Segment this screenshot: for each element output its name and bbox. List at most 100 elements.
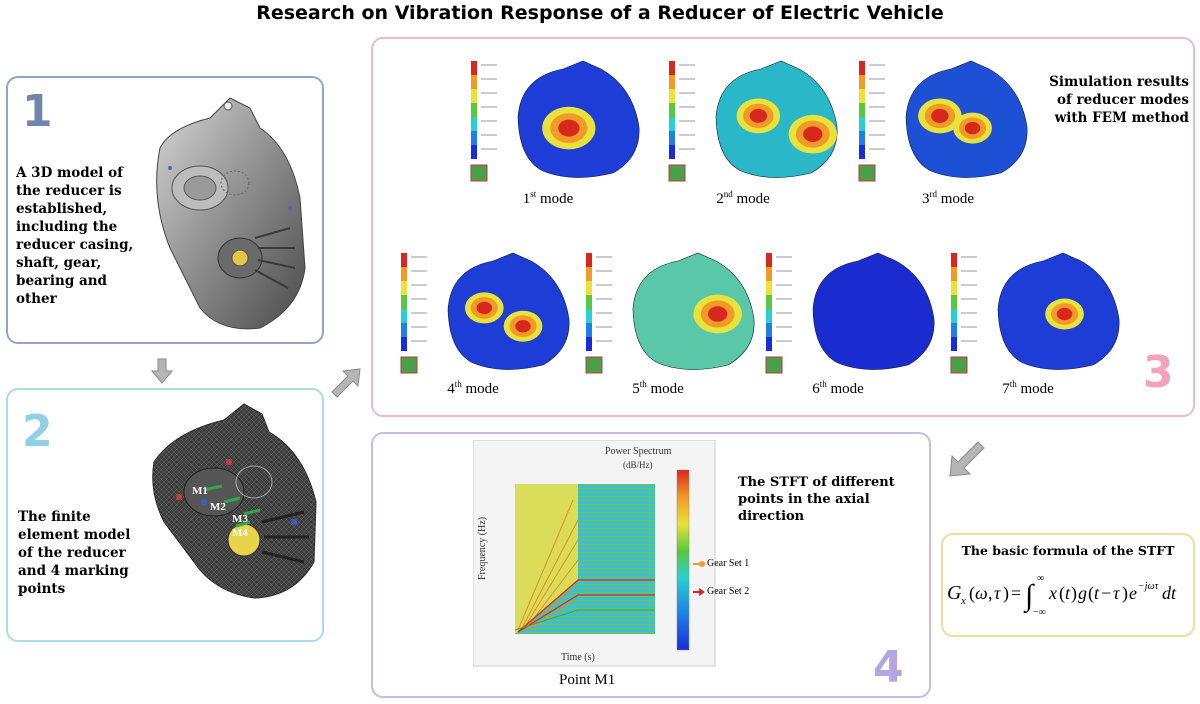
panel4-caption-line: direction	[738, 509, 805, 524]
deformation-hotspot	[515, 320, 531, 333]
legend-color-swatch	[859, 61, 865, 75]
svg-text:dt: dt	[1162, 583, 1177, 603]
casing-shape	[632, 252, 755, 370]
deformation-hotspot	[964, 121, 981, 135]
mode-ordinal-suffix: rd	[929, 189, 937, 199]
mode-ordinal-suffix: st	[530, 189, 537, 199]
panel3-caption: Simulation results of reducer modes with…	[1049, 73, 1189, 127]
panel2-line: element model	[18, 527, 131, 543]
svg-text:(: (	[1059, 583, 1065, 604]
svg-text:t: t	[1094, 583, 1100, 603]
axis-triad-icon	[858, 164, 876, 182]
mode-label: 2nd mode	[698, 189, 788, 208]
legend-color-swatch	[859, 103, 865, 117]
panel2-line: points	[18, 581, 66, 597]
legend-color-swatch	[586, 337, 592, 351]
svg-text:∫: ∫	[1023, 579, 1035, 614]
legend-color-swatch	[586, 295, 592, 309]
legend-color-swatch	[471, 131, 477, 145]
mode-shape-figure	[765, 252, 935, 374]
legend-color-swatch	[951, 309, 957, 323]
panel3-caption-line: with FEM method	[1054, 110, 1189, 126]
panel1-line: including the	[16, 219, 118, 235]
arrow-down-icon	[151, 358, 173, 384]
deformation-hotspot	[931, 108, 949, 123]
formula-title: The basic formula of the STFT	[961, 543, 1175, 558]
legend-color-swatch	[766, 267, 772, 281]
legend-color-swatch	[401, 253, 407, 267]
legend-color-swatch	[669, 103, 675, 117]
legend-color-swatch	[951, 323, 957, 337]
svg-text:): )	[1122, 583, 1128, 604]
mode-shape-figure	[668, 60, 838, 182]
panel4-caption-line: The STFT of different	[738, 475, 895, 490]
svg-text:t: t	[1065, 583, 1071, 603]
mode-word: mode	[936, 191, 975, 207]
panel-fem-model: 2 The finite element model of the reduce…	[6, 388, 324, 642]
svg-text:(: (	[1088, 583, 1094, 604]
svg-text:∞: ∞	[1037, 573, 1044, 584]
mode-number: 5	[632, 381, 640, 397]
step-number-2: 2	[22, 406, 53, 457]
svg-text:(: (	[969, 583, 975, 604]
arrow-down-left-icon	[949, 441, 985, 477]
deformation-hotspot	[1056, 307, 1073, 321]
mode-label: 1st mode	[503, 189, 593, 208]
svg-text:G: G	[947, 582, 962, 604]
panel1-line: shaft, gear,	[16, 255, 102, 271]
panel-stft: 4 The STFT of different points in the ax…	[371, 432, 931, 698]
step-number-3: 3	[1143, 347, 1174, 398]
reducer-3d-model-image	[156, 97, 306, 330]
legend-color-swatch	[859, 117, 865, 131]
mode-number: 4	[447, 381, 455, 397]
main-title: Research on Vibration Response of a Redu…	[256, 2, 944, 24]
mode-word: mode	[826, 381, 864, 397]
legend-color-swatch	[859, 89, 865, 103]
panel2-line: and 4 marking	[18, 563, 129, 579]
legend-color-swatch	[401, 281, 407, 295]
mode-label: 4th mode	[428, 379, 518, 398]
legend-color-swatch	[669, 75, 675, 89]
svg-text:=: =	[1011, 583, 1021, 603]
legend-color-swatch	[669, 61, 675, 75]
gear-set-markers	[693, 561, 705, 596]
legend-color-swatch	[951, 337, 957, 351]
panel1-line: bearing and	[16, 273, 107, 289]
mode-label: 7th mode	[983, 379, 1073, 398]
svg-text:−jωτ: −jωτ	[1138, 581, 1159, 592]
panel3-caption-line: Simulation results	[1049, 74, 1189, 90]
mode-word: mode	[732, 191, 770, 207]
svg-text:e: e	[1129, 583, 1137, 603]
legend-color-swatch	[766, 253, 772, 267]
mode-word: mode	[646, 381, 684, 397]
mode-shape-figure	[470, 60, 640, 182]
legend-color-swatch	[401, 295, 407, 309]
legend-color-swatch	[586, 281, 592, 295]
legend-color-swatch	[401, 309, 407, 323]
panel1-line: the reducer is	[16, 183, 122, 199]
legend-color-swatch	[669, 131, 675, 145]
svg-text:τ: τ	[1113, 583, 1120, 603]
panel4-caption: The STFT of different points in the axia…	[738, 474, 928, 525]
panel1-description: A 3D model of the reducer is established…	[16, 164, 176, 304]
deformation-hotspot	[476, 301, 493, 315]
axis-triad-icon	[470, 164, 488, 182]
casing-shape	[447, 252, 570, 370]
legend-color-swatch	[766, 309, 772, 323]
legend-color-swatch	[401, 267, 407, 281]
spectrum-title: Power Spectrum	[605, 446, 672, 457]
mode-word: mode	[1016, 381, 1054, 397]
legend-color-swatch	[669, 145, 675, 159]
svg-text:x: x	[1048, 583, 1057, 603]
panel1-line: other	[16, 291, 57, 304]
mode-shape-figure	[950, 252, 1120, 374]
stft-formula-image: G x ( ω , τ ) = ∫ ∞ −∞ x ( t ) g ( t − τ…	[947, 573, 1177, 618]
legend-color-swatch	[859, 75, 865, 89]
gear-set-2-label: Gear Set 2	[707, 586, 750, 597]
panel3-caption-line: of reducer modes	[1056, 92, 1189, 108]
panel2-description: The finite element model of the reducer …	[18, 508, 158, 598]
mode-label: 5th mode	[613, 379, 703, 398]
mode-number: 1	[522, 191, 531, 207]
panel2-line: of the reducer	[18, 545, 126, 561]
marker-m3: M3	[232, 513, 248, 525]
